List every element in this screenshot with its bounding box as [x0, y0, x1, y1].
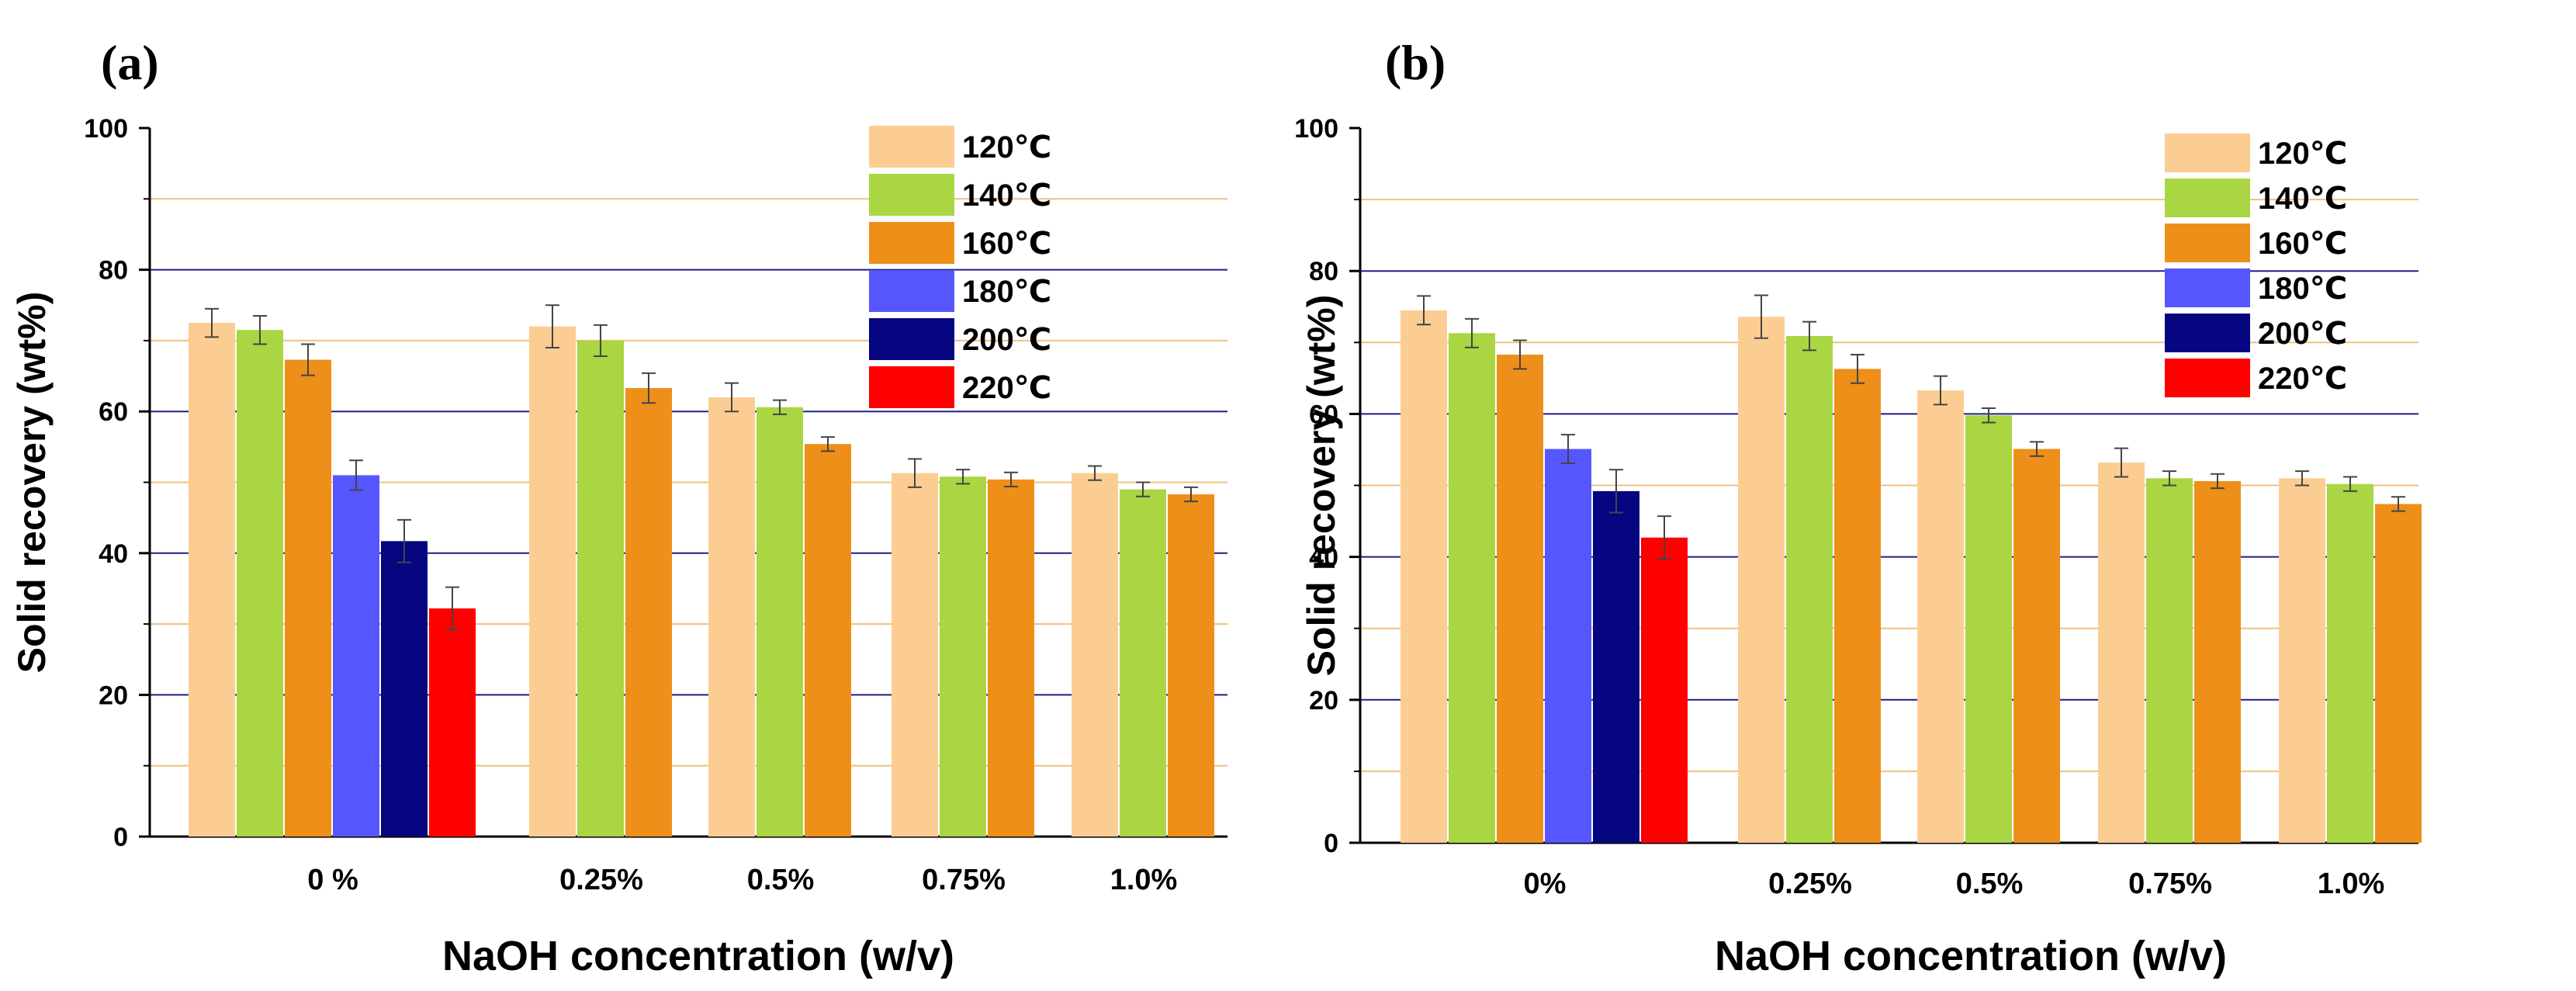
bar	[1738, 317, 1785, 843]
legend-swatch	[2165, 178, 2250, 217]
legend-label: 160℃	[962, 227, 1051, 261]
bar	[625, 388, 672, 837]
x-category-label: 0.5%	[747, 864, 815, 896]
bar	[237, 330, 283, 837]
legend-swatch	[2165, 359, 2250, 397]
bar	[1401, 310, 1447, 844]
y-axis-title: Solid recovery (wt%)	[1300, 295, 1343, 677]
panel-b: 0 20 40 60 80 100 0% 0.25% 0.5% 0.75% 1.0% Solid re…	[1294, 35, 2422, 979]
y-tick-label: 20	[99, 681, 128, 710]
x-category-label: 0.25%	[559, 864, 643, 896]
bar	[2146, 478, 2193, 843]
legend-swatch	[869, 174, 954, 216]
bar	[429, 608, 476, 837]
x-category-label: 0.75%	[2128, 868, 2212, 900]
bar	[708, 397, 755, 837]
x-category-label: 0%	[1524, 868, 1567, 900]
x-category-label: 0.75%	[922, 864, 1006, 896]
legend-swatch	[2165, 314, 2250, 352]
bar	[381, 541, 428, 837]
legend-label: 220℃	[2258, 362, 2347, 396]
bar	[2279, 478, 2325, 843]
legend-swatch	[2165, 133, 2250, 172]
legend-label: 120℃	[2258, 137, 2347, 171]
y-tick-label: 40	[1309, 543, 1338, 573]
y-tick-label: 0	[113, 823, 128, 852]
x-category-label: 1.0%	[1110, 864, 1178, 896]
legend-swatch	[2165, 269, 2250, 307]
bar	[1965, 415, 2012, 843]
legend-label: 140℃	[962, 178, 1051, 213]
y-tick-label: 60	[1309, 400, 1338, 429]
legend-swatch	[2165, 223, 2250, 262]
x-category-label: 0.25%	[1768, 868, 1852, 900]
bar	[1072, 473, 1118, 837]
y-tick-label: 20	[1309, 686, 1338, 716]
legend-swatch	[869, 222, 954, 264]
x-category-label: 0 %	[307, 864, 358, 896]
bar	[2098, 463, 2145, 843]
bar	[1545, 449, 1591, 843]
bar	[1917, 390, 1964, 844]
bar	[577, 340, 624, 837]
legend-label: 140℃	[2258, 182, 2347, 216]
legend-label: 160℃	[2258, 227, 2347, 261]
x-category-label: 0.5%	[1956, 868, 2024, 900]
x-axis-title: NaOH concentration (w/v)	[1715, 933, 2227, 979]
bar	[189, 323, 235, 837]
bar	[2013, 449, 2060, 843]
legend-swatch	[869, 318, 954, 360]
y-tick-label: 80	[1309, 257, 1338, 286]
legend-label: 180℃	[962, 275, 1051, 309]
bar	[1497, 354, 1543, 843]
y-tick-label: 40	[99, 539, 128, 569]
bar	[988, 479, 1034, 837]
legend-label: 120℃	[962, 130, 1051, 165]
legend-label: 180℃	[2258, 272, 2347, 306]
legend-label: 200℃	[2258, 317, 2347, 351]
bar	[2327, 483, 2373, 843]
bar	[1120, 489, 1166, 837]
bar	[1593, 490, 1639, 843]
bar	[2194, 480, 2241, 843]
panel-a: 0 20 40 60 80 100 0 % 0.25% 0.5% 0.75% 1.0% Solid r…	[10, 35, 1227, 979]
y-axis-title: Solid recovery (wt%)	[10, 292, 54, 674]
panel-label: (b)	[1385, 35, 1446, 90]
x-axis-title: NaOH concentration (w/v)	[442, 933, 954, 979]
y-tick-label: 80	[99, 256, 128, 286]
legend-label: 220℃	[962, 371, 1051, 405]
bar	[285, 359, 331, 837]
bar	[805, 444, 851, 837]
x-category-label: 1.0%	[2318, 868, 2385, 900]
legend-swatch	[869, 126, 954, 168]
legend-label: 200℃	[962, 323, 1051, 357]
y-tick-label: 0	[1324, 829, 1338, 858]
y-tick-label: 60	[99, 397, 128, 427]
bar	[892, 473, 938, 837]
bar	[940, 476, 986, 837]
bar	[757, 407, 803, 837]
bar	[529, 326, 576, 837]
bar	[1168, 494, 1214, 837]
bar	[1834, 369, 1881, 843]
panel-label: (a)	[101, 35, 159, 90]
bar	[1786, 336, 1833, 843]
legend-swatch	[869, 366, 954, 408]
bar	[2375, 504, 2422, 843]
y-tick-label: 100	[84, 114, 128, 144]
legend-swatch	[869, 270, 954, 312]
bar	[1449, 333, 1495, 843]
y-tick-label: 100	[1294, 114, 1338, 144]
bar	[1641, 537, 1688, 843]
bar	[333, 475, 379, 837]
